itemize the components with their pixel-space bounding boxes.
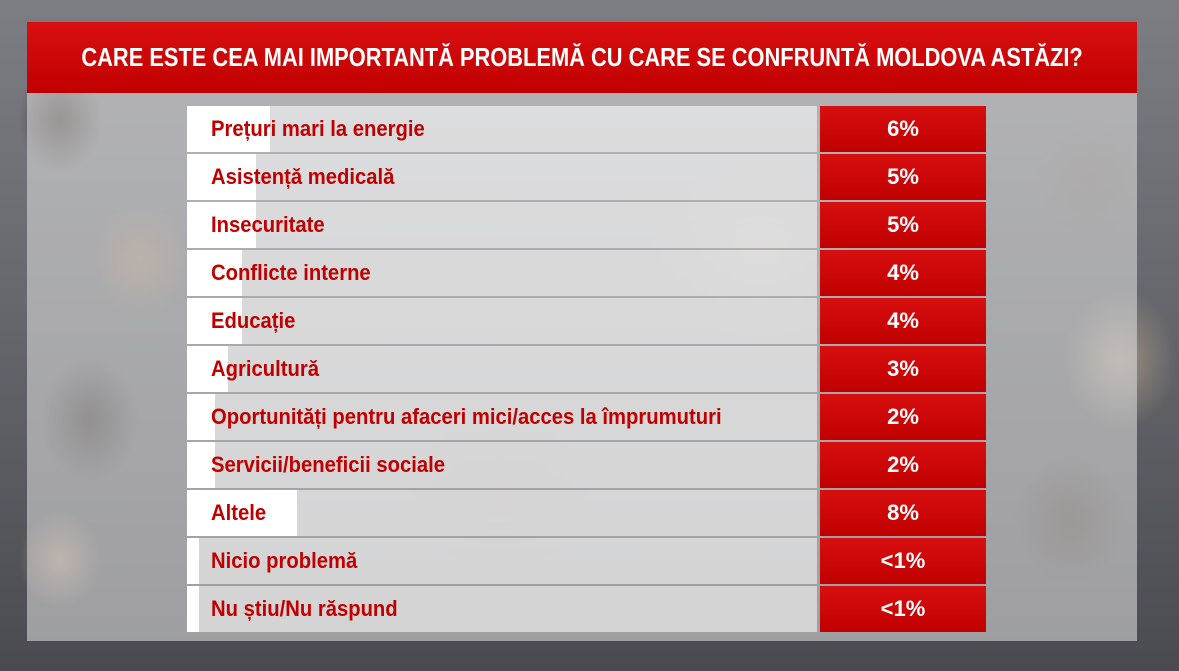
- value-bar: [187, 154, 256, 200]
- table-row: Nicio problemă <1%: [187, 538, 986, 584]
- value-cell: <1%: [820, 586, 986, 632]
- table-row: Insecuritate 5%: [187, 202, 986, 248]
- value-cell: 3%: [820, 346, 986, 392]
- table-row: Servicii/beneficii sociale 2%: [187, 442, 986, 488]
- table-row: Nu știu/Nu răspund <1%: [187, 586, 986, 632]
- label-cell: Nu știu/Nu răspund: [187, 586, 817, 632]
- value-cell: 8%: [820, 490, 986, 536]
- chart-title: CARE ESTE CEA MAI IMPORTANTĂ PROBLEMĂ CU…: [81, 42, 1083, 72]
- value-cell: 4%: [820, 250, 986, 296]
- value-bar: [187, 202, 256, 248]
- title-bar: CARE ESTE CEA MAI IMPORTANTĂ PROBLEMĂ CU…: [27, 22, 1137, 93]
- label-cell: Oportunități pentru afaceri mici/acces l…: [187, 394, 817, 440]
- value-bar: [187, 298, 242, 344]
- value-cell: 5%: [820, 202, 986, 248]
- label-cell: Prețuri mari la energie: [187, 106, 817, 152]
- label-cell: Asistență medicală: [187, 154, 817, 200]
- row-value: <1%: [880, 596, 926, 621]
- table-row: Educație 4%: [187, 298, 986, 344]
- label-cell: Educație: [187, 298, 817, 344]
- row-label: Servicii/beneficii sociale: [211, 452, 446, 477]
- table-row: Altele 8%: [187, 490, 986, 536]
- row-label: Nu știu/Nu răspund: [211, 596, 398, 621]
- row-label: Oportunități pentru afaceri mici/acces l…: [211, 404, 722, 429]
- value-bar: [187, 538, 199, 584]
- value-bar: [187, 250, 242, 296]
- table-row: Agricultură 3%: [187, 346, 986, 392]
- row-value: <1%: [880, 548, 926, 573]
- value-cell: 2%: [820, 442, 986, 488]
- value-cell: 2%: [820, 394, 986, 440]
- label-cell: Conflicte interne: [187, 250, 817, 296]
- row-value: 8%: [887, 500, 919, 525]
- label-cell: Nicio problemă: [187, 538, 817, 584]
- row-value: 5%: [887, 164, 919, 189]
- value-cell: 6%: [820, 106, 986, 152]
- row-value: 2%: [887, 404, 919, 429]
- row-label: Educație: [211, 308, 296, 333]
- value-cell: <1%: [820, 538, 986, 584]
- label-cell: Servicii/beneficii sociale: [187, 442, 817, 488]
- row-value: 4%: [887, 308, 919, 333]
- row-label: Nicio problemă: [211, 548, 358, 573]
- row-label: Insecuritate: [211, 212, 325, 237]
- value-cell: 5%: [820, 154, 986, 200]
- value-bar: [187, 394, 215, 440]
- row-value: 6%: [887, 116, 919, 141]
- row-value: 5%: [887, 212, 919, 237]
- row-value: 2%: [887, 452, 919, 477]
- row-label: Altele: [211, 500, 267, 525]
- value-bar: [187, 442, 215, 488]
- label-cell: Agricultură: [187, 346, 817, 392]
- row-label: Prețuri mari la energie: [211, 116, 425, 141]
- value-bar: [187, 490, 297, 536]
- table-row: Conflicte interne 4%: [187, 250, 986, 296]
- table-row: Asistență medicală 5%: [187, 154, 986, 200]
- row-value: 3%: [887, 356, 919, 381]
- label-cell: Altele: [187, 490, 817, 536]
- row-label: Asistență medicală: [211, 164, 395, 189]
- results-table: Prețuri mari la energie 6% Asistență medic…: [187, 106, 986, 634]
- table-row: Oportunități pentru afaceri mici/acces l…: [187, 394, 986, 440]
- value-cell: 4%: [820, 298, 986, 344]
- label-cell: Insecuritate: [187, 202, 817, 248]
- table-row: Prețuri mari la energie 6%: [187, 106, 986, 152]
- value-bar: [187, 106, 270, 152]
- value-bar: [187, 346, 229, 392]
- value-bar: [187, 586, 199, 632]
- row-value: 4%: [887, 260, 919, 285]
- row-label: Agricultură: [211, 356, 319, 381]
- row-label: Conflicte interne: [211, 260, 371, 285]
